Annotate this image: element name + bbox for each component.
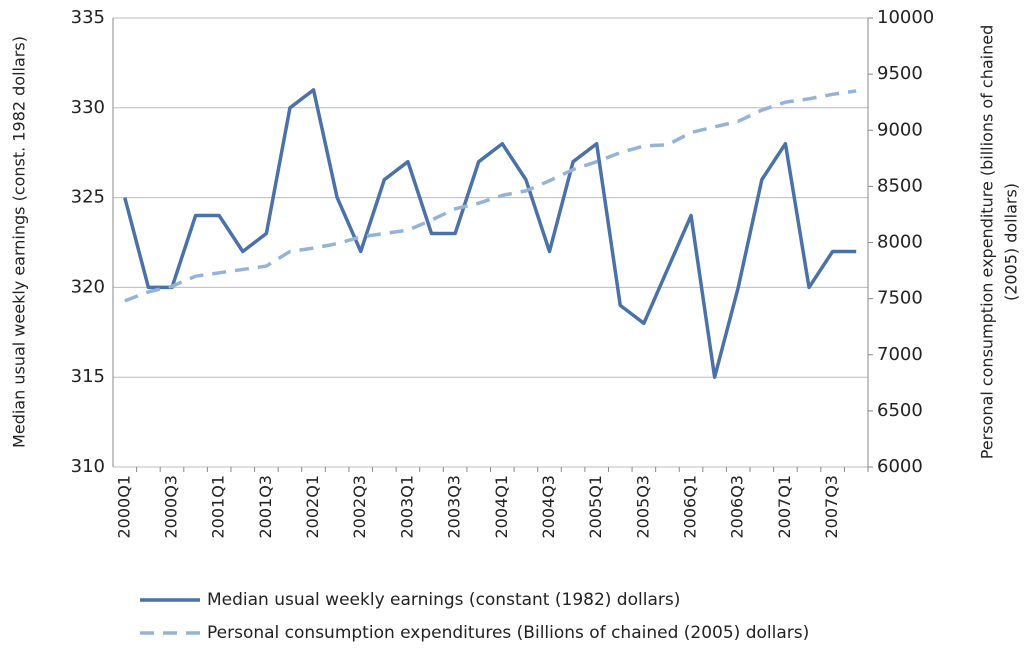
- y2-tick-label: 7500: [877, 288, 923, 309]
- x-tick-label: 2006Q3: [728, 475, 747, 539]
- y2-axis-title: (2005) dollars): [1002, 183, 1021, 301]
- x-tick-label: 2001Q3: [256, 475, 275, 539]
- y2-tick-label: 8000: [877, 232, 923, 253]
- series-line: [123, 88, 857, 379]
- y-axis-title: Median usual weekly earnings (const. 198…: [10, 36, 29, 448]
- y2-tick-label: 7000: [877, 344, 923, 365]
- x-tick-label: 2002Q1: [303, 475, 322, 539]
- series-line: [124, 89, 857, 303]
- y2-tick-label: 8500: [877, 175, 923, 196]
- x-tick-label: 2000Q1: [114, 475, 133, 539]
- x-tick-label: 2000Q3: [161, 475, 180, 539]
- legend-label: Median usual weekly earnings (constant (…: [207, 590, 680, 610]
- y-tick-label: 310: [71, 456, 105, 477]
- x-tick-label: 2007Q3: [822, 475, 841, 539]
- x-tick-label: 2004Q1: [492, 475, 511, 539]
- x-tick-label: 2003Q1: [397, 475, 416, 539]
- y-tick-label: 315: [71, 366, 105, 387]
- x-tick-label: 2004Q3: [539, 475, 558, 539]
- x-tick-label: 2005Q3: [633, 475, 652, 539]
- y2-tick-label: 9500: [877, 63, 923, 84]
- y-tick-label: 335: [71, 7, 105, 28]
- y-tick-label: 325: [71, 187, 105, 208]
- y2-axis-title: Personal consumption expenditure (billio…: [978, 25, 997, 460]
- x-tick-label: 2002Q3: [350, 475, 369, 539]
- x-tick-label: 2007Q1: [775, 475, 794, 539]
- y2-tick-label: 6500: [877, 400, 923, 421]
- y2-tick-label: 6000: [877, 456, 923, 477]
- x-tick-label: 2005Q1: [586, 475, 605, 539]
- x-tick-label: 2003Q3: [445, 475, 464, 539]
- y-tick-label: 330: [71, 97, 105, 118]
- x-tick-label: 2001Q1: [209, 475, 228, 539]
- y-tick-label: 320: [71, 276, 105, 297]
- x-tick-label: 2006Q1: [681, 475, 700, 539]
- y2-tick-label: 9000: [877, 119, 923, 140]
- y2-tick-label: 10000: [877, 7, 934, 28]
- legend-label: Personal consumption expenditures (Billi…: [207, 623, 809, 643]
